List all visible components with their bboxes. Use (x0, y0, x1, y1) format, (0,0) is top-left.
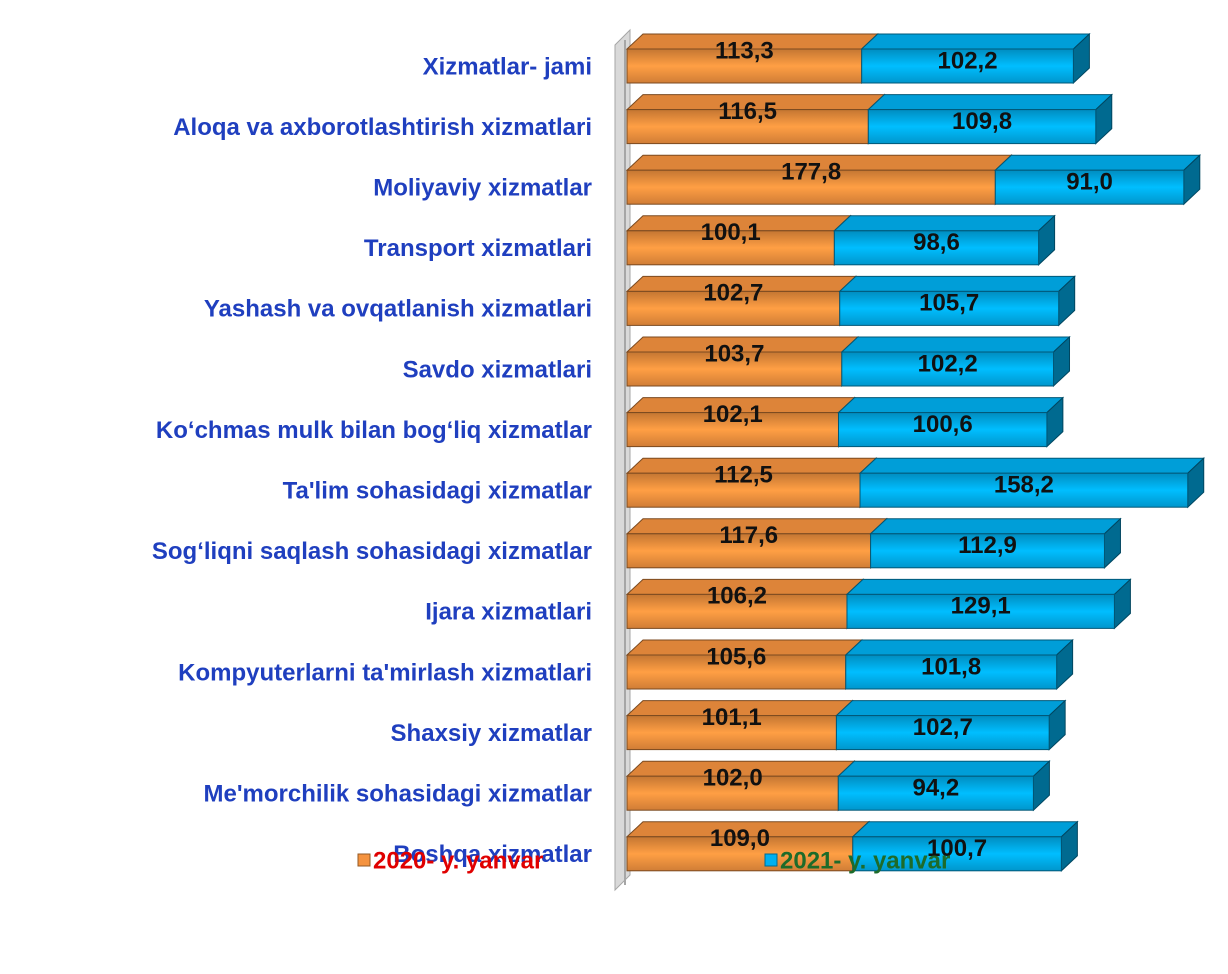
value-label: 102,2 (918, 350, 978, 377)
value-label: 102,2 (938, 47, 998, 74)
bar (626, 230, 835, 266)
value-label: 91,0 (1066, 169, 1113, 196)
category-label: Transport xizmatlari (364, 235, 592, 262)
legend-label: 2021- y. yanvar (780, 847, 950, 874)
value-label: 101,8 (921, 653, 981, 680)
bar (626, 48, 863, 84)
category-label: Boshqa xizmatlar (393, 841, 592, 868)
value-label: 109,8 (952, 108, 1012, 135)
bar (867, 109, 1097, 145)
bar (839, 290, 1060, 326)
category-label: Savdo xizmatlari (403, 356, 592, 383)
category-label: Sog‘liqni saqlash sohasidagi xizmatlar (152, 538, 592, 565)
bar (835, 715, 1050, 751)
value-label: 113,3 (715, 37, 774, 64)
category-label: Yashash va ovqatlanish xizmatlari (204, 296, 592, 323)
value-label: 116,5 (718, 98, 777, 125)
value-label: 102,7 (703, 280, 763, 307)
bar (626, 654, 847, 690)
category-label: Ijara xizmatlari (425, 599, 592, 626)
category-label: Kompyuterlarni ta'mirlash xizmatlari (178, 659, 592, 686)
category-label: Me'morchilik sohasidagi xizmatlar (204, 781, 593, 808)
bar (833, 230, 1040, 266)
bar (837, 775, 1034, 811)
bar (846, 593, 1115, 629)
value-label: 102,1 (703, 401, 763, 428)
bar (626, 290, 841, 326)
value-label: 100,6 (913, 411, 973, 438)
legend-swatch (357, 853, 371, 867)
value-label: 117,6 (719, 522, 778, 549)
category-label: Ta'lim sohasidagi xizmatlar (283, 478, 592, 505)
value-label: 105,6 (706, 643, 766, 670)
category-label: Ko‘chmas mulk bilan bog‘liq xizmatlar (156, 417, 592, 444)
value-label: 98,6 (913, 229, 960, 256)
value-label: 102,7 (913, 714, 973, 741)
value-label: 103,7 (704, 340, 764, 367)
bar (626, 593, 848, 629)
legend-label: 2020- y. yanvar (373, 847, 543, 874)
legend-swatch (764, 853, 778, 867)
bar (626, 775, 839, 811)
bar (626, 715, 837, 751)
bar (870, 533, 1105, 569)
value-label: 100,7 (927, 835, 987, 862)
bar (837, 412, 1048, 448)
bar (861, 48, 1074, 84)
bar (845, 654, 1058, 690)
category-label: Moliyaviy xizmatlar (373, 175, 592, 202)
value-label: 102,0 (703, 765, 763, 792)
category-label: Shaxsiy xizmatlar (391, 720, 592, 747)
value-label: 100,1 (701, 219, 761, 246)
value-label: 94,2 (912, 775, 959, 802)
bar (859, 472, 1189, 508)
value-label: 101,1 (702, 704, 762, 731)
bar (626, 169, 996, 205)
category-label: Xizmatlar- jami (423, 53, 592, 80)
bar (626, 836, 854, 872)
bar (994, 169, 1185, 205)
value-label: 112,9 (958, 532, 1017, 559)
category-label: Aloqa va axborotlashtirish xizmatlari (173, 114, 592, 141)
bar (626, 412, 839, 448)
value-label: 112,5 (714, 462, 773, 489)
bar (626, 351, 843, 387)
value-label: 158,2 (994, 472, 1054, 499)
axis-wall (614, 28, 631, 892)
value-label: 109,0 (710, 825, 770, 852)
bar (841, 351, 1055, 387)
bar (852, 836, 1062, 872)
value-label: 105,7 (919, 290, 979, 317)
value-label: 129,1 (951, 593, 1011, 620)
bar (626, 109, 869, 145)
value-label: 177,8 (781, 159, 841, 186)
bar (626, 472, 861, 508)
value-label: 106,2 (707, 583, 767, 610)
